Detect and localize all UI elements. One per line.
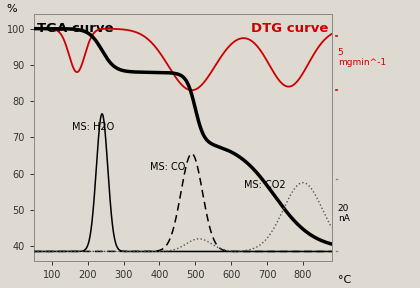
- Text: °C: °C: [338, 275, 351, 285]
- Text: %: %: [6, 4, 17, 14]
- Text: DTG curve: DTG curve: [251, 22, 329, 35]
- Text: MS: H2O: MS: H2O: [71, 122, 114, 132]
- Text: 20
nA: 20 nA: [338, 204, 349, 223]
- Text: TGA curve: TGA curve: [37, 22, 113, 35]
- Text: MS: CO: MS: CO: [150, 162, 186, 172]
- Text: 5
mgmin^-1: 5 mgmin^-1: [338, 48, 386, 67]
- Text: MS: CO2: MS: CO2: [244, 180, 285, 190]
